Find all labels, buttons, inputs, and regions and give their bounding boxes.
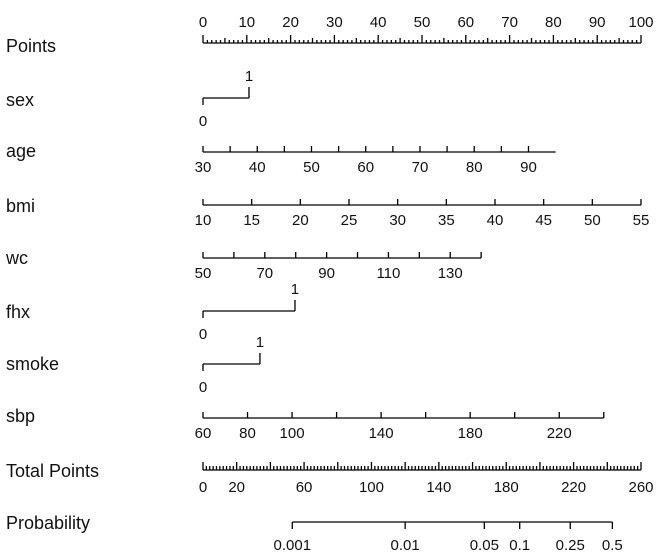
- sex-level-label: 0: [199, 113, 207, 130]
- row-label-smoke: smoke: [6, 354, 59, 374]
- points-tick-label: 100: [628, 14, 653, 31]
- points-tick-label: 0: [199, 14, 207, 31]
- row-label-age: age: [6, 141, 36, 161]
- bmi-tick-label: 45: [535, 212, 552, 229]
- total-points-tick-label: 180: [494, 479, 519, 496]
- age-tick-label: 30: [195, 159, 212, 176]
- row-label-sex: sex: [6, 90, 34, 110]
- bmi-tick-label: 55: [633, 212, 650, 229]
- probability-tick-label: 0.01: [391, 537, 420, 554]
- total-points-tick-label: 20: [228, 479, 245, 496]
- row-label-points: Points: [6, 36, 56, 56]
- probability-tick-label: 0.5: [602, 537, 623, 554]
- fhx-level-label: 1: [291, 281, 299, 298]
- wc-tick-label: 50: [195, 265, 212, 282]
- bmi-tick-label: 50: [584, 212, 601, 229]
- total-points-tick-label: 260: [628, 479, 653, 496]
- sbp-tick-label: 180: [458, 425, 483, 442]
- wc-tick-label: 130: [438, 265, 463, 282]
- wc-tick-label: 110: [376, 265, 400, 282]
- total-points-tick-label: 220: [561, 479, 586, 496]
- wc-tick-label: 90: [318, 265, 335, 282]
- points-tick-label: 50: [414, 14, 431, 31]
- sex-level-label: 1: [245, 68, 253, 85]
- bmi-tick-label: 25: [341, 212, 358, 229]
- sbp-tick-label: 80: [239, 425, 256, 442]
- age-tick-label: 40: [249, 159, 266, 176]
- bmi-tick-label: 10: [195, 212, 212, 229]
- smoke-level-label: 1: [256, 334, 264, 351]
- row-label-bmi: bmi: [6, 196, 35, 216]
- probability-tick-label: 0.001: [274, 537, 312, 554]
- row-label-total-points: Total Points: [6, 461, 99, 481]
- fhx-level-label: 0: [199, 326, 207, 343]
- sbp-tick-label: 220: [547, 425, 572, 442]
- points-tick-label: 70: [501, 14, 518, 31]
- bmi-tick-label: 40: [487, 212, 504, 229]
- probability-tick-label: 0.25: [556, 537, 585, 554]
- age-tick-label: 50: [303, 159, 320, 176]
- age-tick-label: 80: [466, 159, 483, 176]
- row-label-sbp: sbp: [6, 406, 35, 426]
- sbp-tick-label: 140: [369, 425, 394, 442]
- smoke-level-label: 0: [199, 379, 207, 396]
- row-label-fhx: fhx: [6, 302, 30, 322]
- row-label-wc: wc: [5, 248, 28, 268]
- points-tick-label: 40: [370, 14, 387, 31]
- sbp-tick-label: 100: [280, 425, 305, 442]
- age-tick-label: 60: [357, 159, 374, 176]
- points-tick-label: 30: [326, 14, 343, 31]
- row-label-probability: Probability: [6, 513, 90, 533]
- probability-tick-label: 0.05: [470, 537, 499, 554]
- points-tick-label: 80: [545, 14, 562, 31]
- total-points-tick-label: 140: [426, 479, 451, 496]
- points-tick-label: 60: [457, 14, 474, 31]
- wc-tick-label: 70: [256, 265, 273, 282]
- age-tick-label: 70: [412, 159, 429, 176]
- sbp-tick-label: 60: [195, 425, 212, 442]
- points-tick-label: 10: [238, 14, 255, 31]
- total-points-tick-label: 0: [199, 479, 207, 496]
- points-tick-label: 90: [589, 14, 606, 31]
- probability-tick-label: 0.1: [509, 537, 530, 554]
- bmi-tick-label: 20: [292, 212, 309, 229]
- bmi-tick-label: 30: [389, 212, 406, 229]
- total-points-tick-label: 60: [296, 479, 313, 496]
- age-tick-label: 90: [520, 159, 537, 176]
- bmi-tick-label: 35: [438, 212, 455, 229]
- bmi-tick-label: 15: [243, 212, 260, 229]
- points-tick-label: 20: [282, 14, 299, 31]
- total-points-tick-label: 100: [359, 479, 384, 496]
